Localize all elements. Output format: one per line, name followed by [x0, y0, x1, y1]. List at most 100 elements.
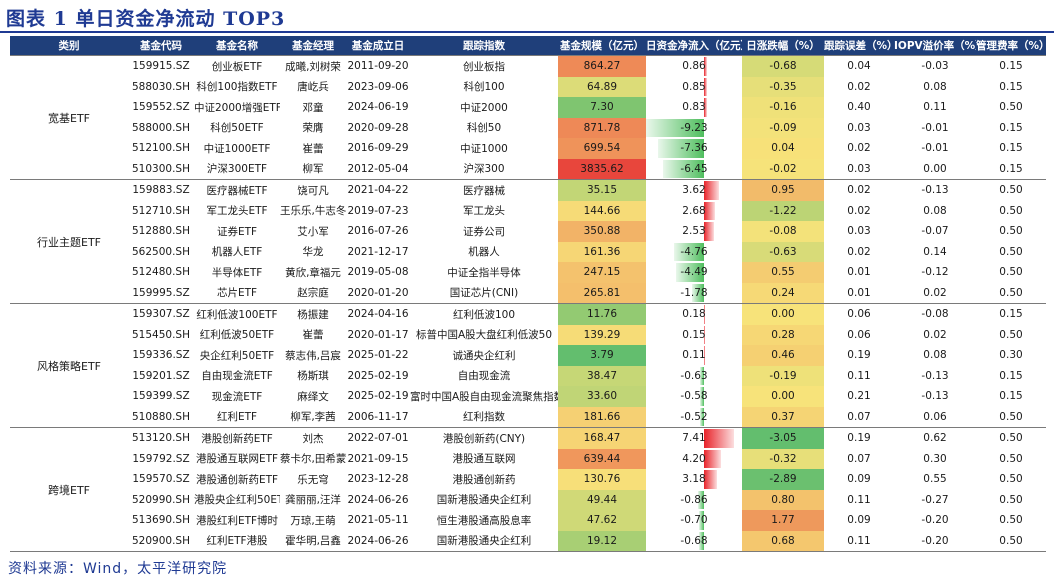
inception-date-cell: 2016-09-29 — [347, 142, 409, 155]
fund-size-cell: 864.27 — [558, 55, 646, 77]
net-inflow-cell: 0.85 — [646, 77, 742, 98]
fund-size-cell: 130.76 — [558, 469, 646, 490]
management-fee-cell: 0.50 — [999, 473, 1023, 486]
table-row: 159792.SZ 港股通互联网ETF 蔡卡尔,田希蒙 2021-09-15 港股通互联… — [10, 448, 1046, 469]
table-row: 512100.SH 中证1000ETF 崔蕾 2016-09-29 中证1000 699.… — [10, 138, 1046, 159]
fund-size-cell: 699.54 — [558, 138, 646, 159]
tracking-error-cell: 0.06 — [847, 328, 871, 341]
inception-date-cell: 2012-05-04 — [346, 158, 410, 180]
fund-code-cell: 159201.SZ — [132, 369, 190, 382]
fund-size-cell: 11.76 — [558, 303, 646, 325]
inflow-bar — [698, 490, 704, 509]
inception-date-cell: 2023-12-28 — [347, 473, 409, 486]
inception-date-cell: 2006-11-17 — [346, 406, 410, 428]
table-row: 宽基ETF 159915.SZ 创业板ETF 成曦,刘树荣 2011-09-20 创业板指… — [10, 55, 1046, 180]
iopv-premium-cell: 0.08 — [923, 349, 947, 362]
net-inflow-cell: -0.52 — [646, 406, 742, 428]
inception-date-cell: 2021-04-22 — [346, 179, 410, 201]
daily-change-cell: -0.63 — [742, 241, 824, 262]
inflow-bar — [703, 181, 719, 200]
daily-change-cell: 0.28 — [742, 324, 824, 345]
management-fee-cell: 0.50 — [999, 225, 1023, 238]
column-header: IOPV溢价率（%） — [894, 36, 976, 56]
tracking-error-cell: 0.03 — [847, 121, 871, 134]
fund-name-cell: 中证2000增强ETF — [194, 101, 280, 114]
inflow-value: 4.20 — [682, 452, 706, 465]
iopv-premium-cell: -0.20 — [894, 530, 976, 552]
net-inflow-cell: 0.11 — [646, 345, 742, 366]
management-fee-cell: 0.50 — [999, 101, 1023, 114]
daily-change-cell: 0.46 — [742, 345, 824, 366]
fund-code-cell: 159792.SZ — [132, 452, 190, 465]
daily-change-cell: 0.37 — [742, 406, 824, 428]
inflow-bar — [699, 366, 704, 385]
tracking-error-cell: 0.11 — [824, 530, 894, 552]
table-row: 159552.SZ 中证2000增强ETF 邓童 2024-06-19 中证2000 7.… — [10, 97, 1046, 118]
inflow-bar — [699, 531, 704, 550]
fund-name-cell: 沪深300ETF — [194, 158, 280, 180]
inflow-value: -0.86 — [680, 493, 708, 506]
category-cell: 跨境ETF — [10, 427, 128, 552]
inflow-value: -0.63 — [680, 369, 708, 382]
tracking-error-cell: 0.02 — [847, 245, 871, 258]
inception-date-cell: 2020-09-28 — [347, 121, 409, 134]
net-inflow-cell: -0.70 — [646, 510, 742, 531]
fund-code-cell: 513690.SH — [132, 514, 190, 527]
column-header: 基金代码 — [128, 36, 194, 56]
fund-name-cell: 红利ETF港股 — [194, 530, 280, 552]
fund-code-cell: 159995.SZ — [128, 282, 194, 304]
fund-code-cell: 512480.SH — [132, 266, 190, 279]
column-header: 基金经理 — [280, 36, 346, 56]
inception-date-cell: 2019-05-08 — [347, 266, 409, 279]
table-row: 159399.SZ 现金流ETF 麻绎文 2025-02-19 富时中国A股自由现金流聚… — [10, 386, 1046, 407]
tracking-index-cell: 恒生港股通高股息率 — [436, 514, 532, 527]
source-note: 资料来源：Wind，太平洋研究院 — [8, 561, 228, 577]
daily-change-cell: -2.89 — [742, 469, 824, 490]
inflow-value: -0.52 — [680, 410, 708, 423]
fund-manager-cell: 蔡卡尔,田希蒙 — [280, 453, 346, 466]
inflow-bar — [657, 139, 704, 158]
tracking-error-cell: 0.02 — [824, 179, 894, 201]
table-row: 512880.SH 证券ETF 艾小军 2016-07-26 证券公司 350.88 2.5… — [10, 221, 1046, 242]
fund-name-cell: 医疗器械ETF — [194, 179, 280, 201]
iopv-premium-cell: -0.08 — [894, 303, 976, 325]
tracking-index-cell: 港股创新药(CNY) — [410, 427, 558, 449]
fund-manager-cell: 蔡志伟,吕宸 — [285, 349, 341, 362]
iopv-premium-cell: 0.55 — [923, 473, 947, 486]
daily-change-cell: 0.95 — [742, 179, 824, 201]
inflow-bar — [699, 387, 704, 406]
fund-manager-cell: 万琼,王萌 — [290, 514, 336, 527]
management-fee-cell: 0.50 — [999, 514, 1023, 527]
fund-manager-cell: 唐屹兵 — [297, 81, 329, 94]
net-inflow-cell: 0.86 — [646, 55, 742, 77]
fund-name-cell: 中证1000ETF — [203, 142, 271, 155]
inflow-value: -9.23 — [680, 121, 708, 134]
daily-change-cell: 0.00 — [742, 303, 824, 325]
inflow-bar — [703, 222, 715, 241]
tracking-index-cell: 中证全指半导体 — [447, 266, 521, 279]
inflow-bar — [703, 429, 735, 448]
net-inflow-cell: -0.68 — [646, 530, 742, 552]
inception-date-cell: 2016-07-26 — [347, 225, 409, 238]
inflow-bar — [703, 201, 715, 220]
net-inflow-cell: -0.86 — [646, 490, 742, 511]
inflow-bar — [699, 511, 704, 530]
fund-name-cell: 自由现金流ETF — [201, 370, 273, 383]
header-row: 类别 基金代码 基金名称 基金经理 基金成立日 跟踪指数 基金规模（亿元） 日资金净流入（亿元… — [10, 36, 1046, 56]
table-row: 515450.SH 红利低波50ETF 崔蕾 2020-01-17 标普中国A股大盘红利… — [10, 324, 1046, 345]
net-inflow-cell: -4.76 — [646, 242, 742, 263]
column-header: 管理费率（%） — [976, 36, 1046, 56]
fund-size-cell: 64.89 — [558, 76, 646, 97]
tracking-error-cell: 0.40 — [847, 101, 871, 114]
table-row: 520900.SH 红利ETF港股 霍华明,吕鑫 2024-06-26 国新港股通央企红… — [10, 530, 1046, 552]
tracking-index-cell: 富时中国A股自由现金流聚焦指数 — [410, 390, 558, 403]
column-header: 日资金净流入（亿元） — [646, 36, 742, 56]
etf-flow-table: 类别 基金代码 基金名称 基金经理 基金成立日 跟踪指数 基金规模（亿元） 日资金净流入（亿元… — [10, 36, 1046, 552]
iopv-premium-cell: 0.08 — [923, 204, 947, 217]
inception-date-cell: 2025-02-19 — [347, 390, 409, 403]
inception-date-cell: 2024-06-26 — [346, 530, 410, 552]
fund-name-cell: 机器人ETF — [211, 246, 263, 259]
inflow-bar — [663, 159, 704, 178]
net-inflow-cell: 3.18 — [646, 469, 742, 490]
fund-manager-cell: 柳军 — [280, 158, 346, 180]
